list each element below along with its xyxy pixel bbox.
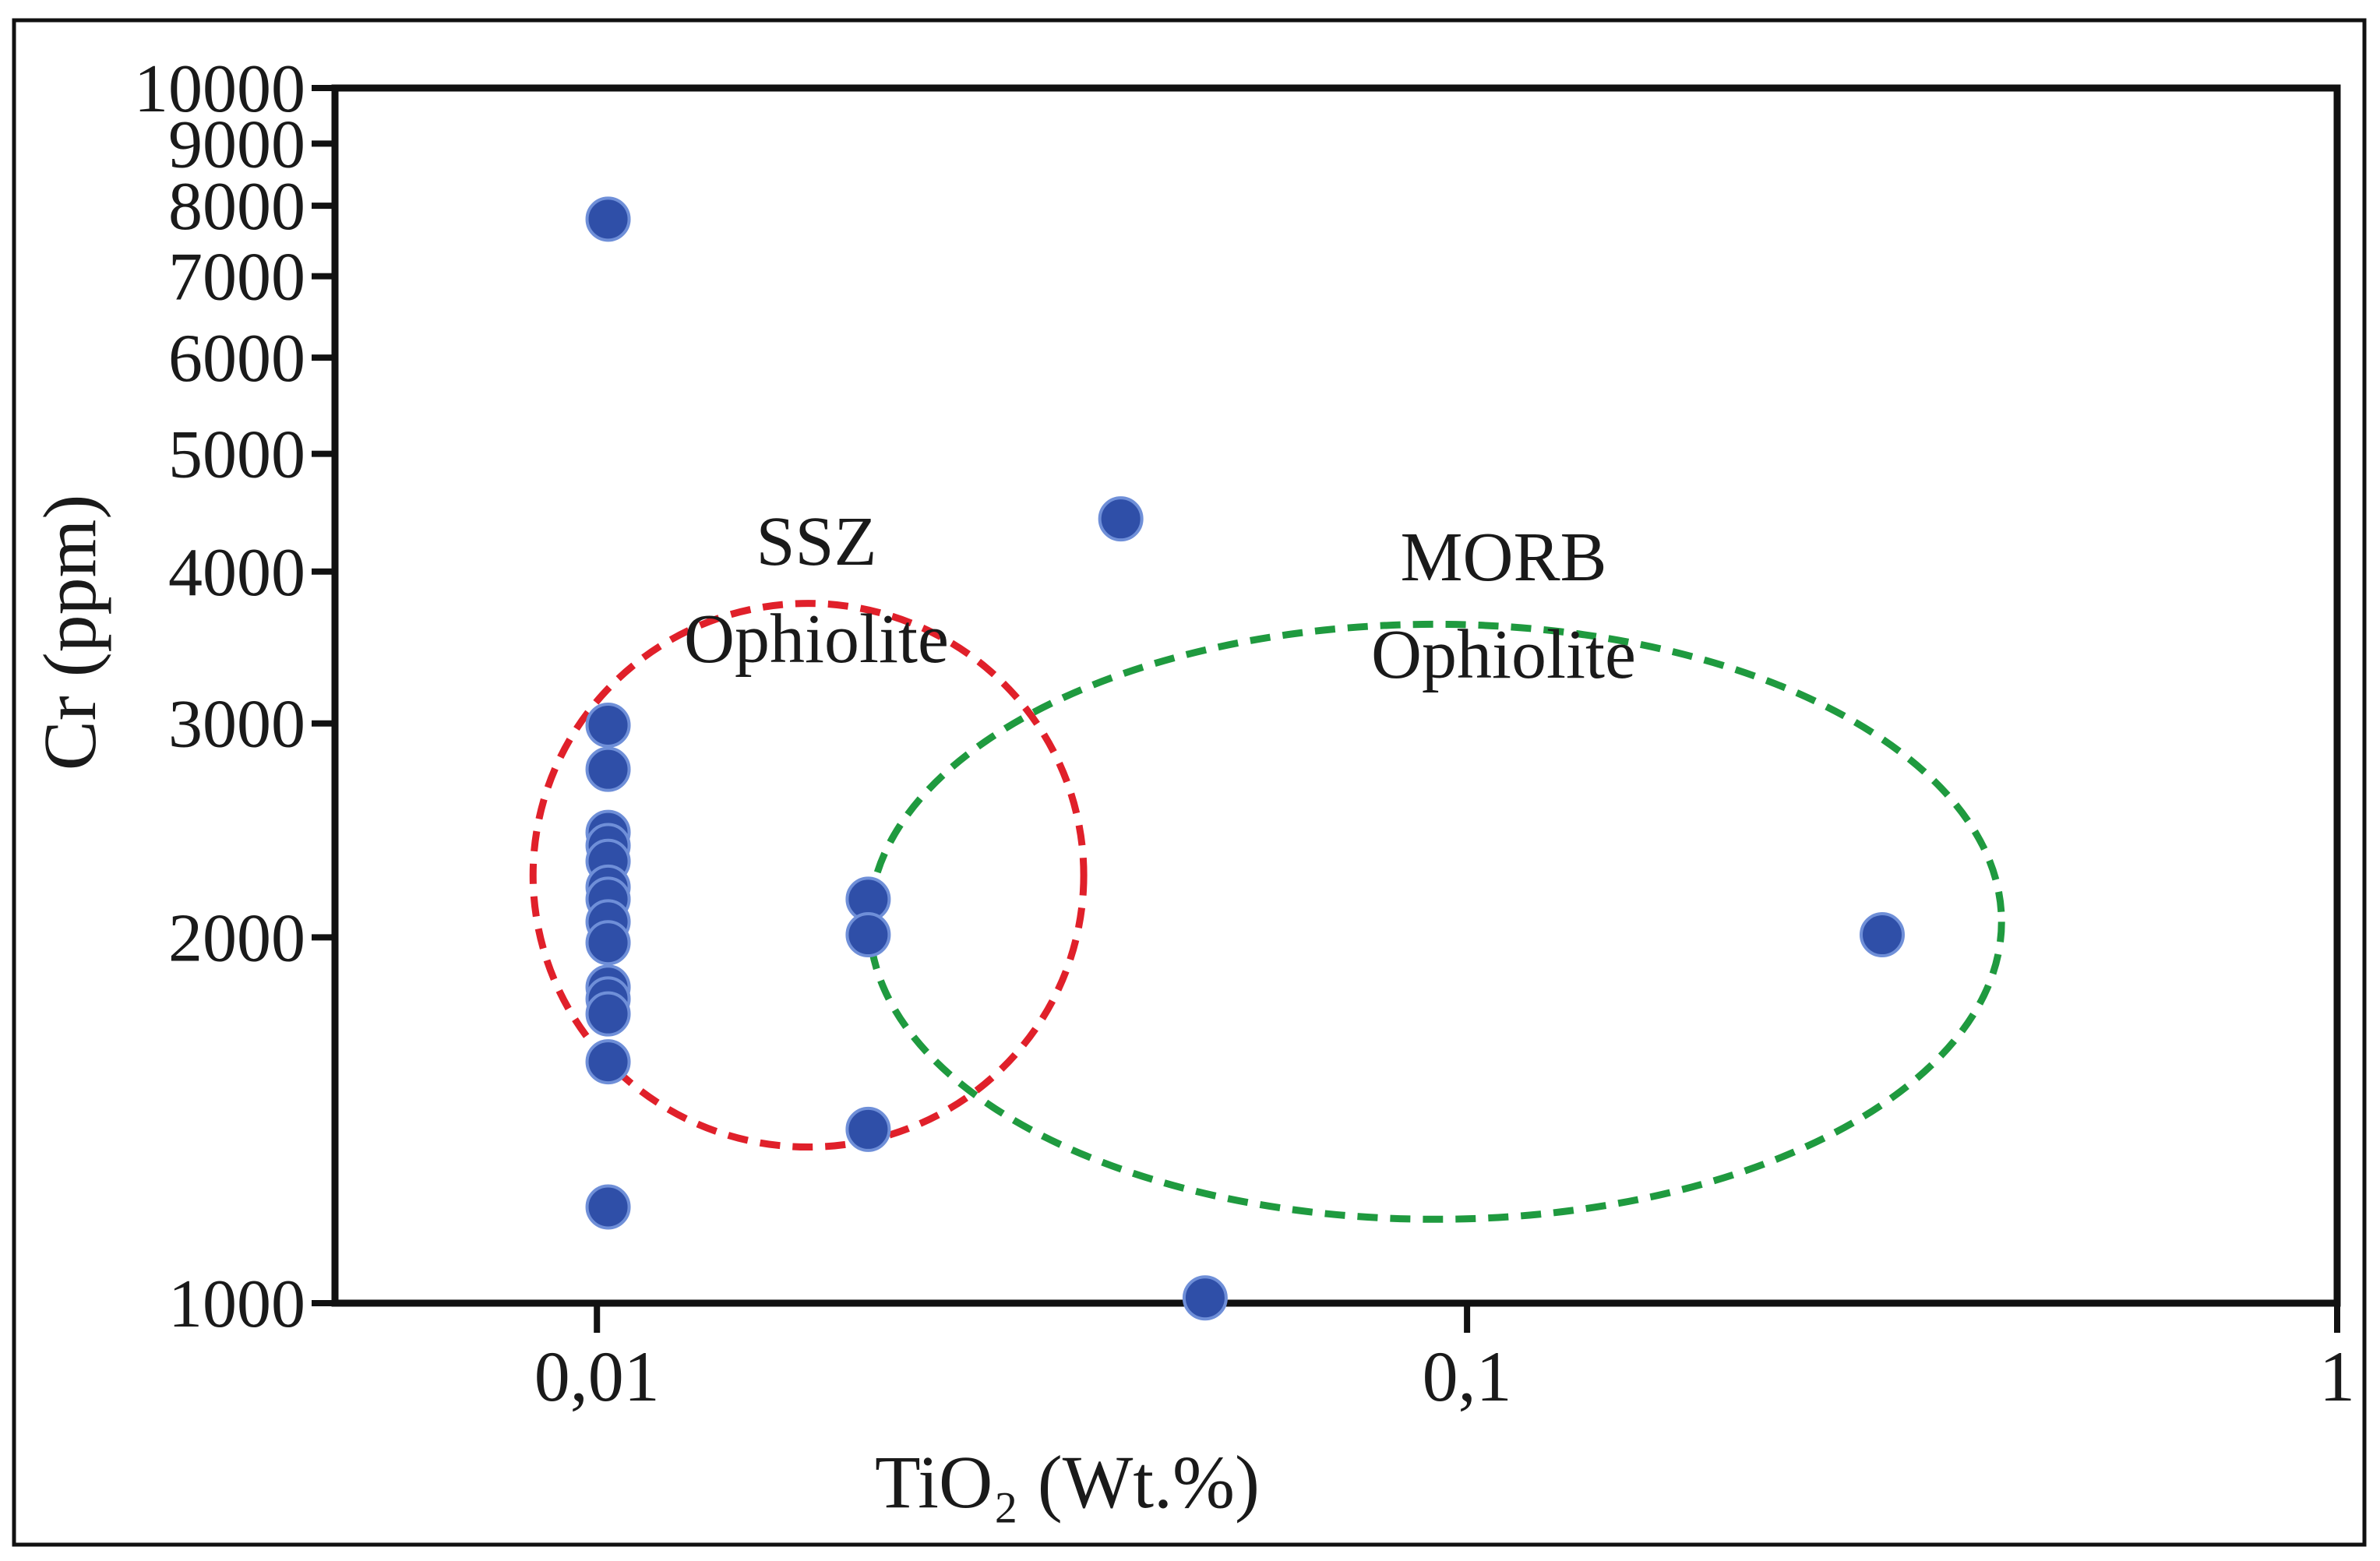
data-point-3 (585, 746, 631, 792)
region-label-ssz-ophiolite-line-1: SSZ (756, 503, 876, 580)
y-tick-label-6000: 6000 (168, 321, 305, 396)
y-tick-label-2000: 2000 (168, 900, 305, 976)
y-tick-label-7000: 7000 (168, 240, 305, 315)
data-point-13 (585, 991, 631, 1037)
data-point-20 (1182, 1275, 1228, 1321)
region-label-morb-ophiolite-line-2: Ophiolite (1371, 616, 1636, 693)
y-tick-label-5000: 5000 (168, 418, 305, 493)
data-point-18 (845, 1106, 891, 1152)
region-label-ssz-ophiolite-line-2: Ophiolite (684, 601, 949, 678)
y-tick-label-10000: 10000 (134, 51, 305, 127)
labels-layer: SSZ Ophiolite MORB Ophiolite (684, 503, 1636, 693)
plot-area (331, 84, 2341, 1307)
y-tick-label-9000: 9000 (168, 107, 305, 182)
ticks-layer: 1000 2000 3000 4000 5000 60007000800090001000… (134, 51, 2355, 1416)
x-axis-title: TiO₂ (Wt.%) (875, 1440, 1260, 1524)
data-point-19 (1098, 496, 1144, 542)
region-label-morb-ophiolite-line-1: MORB (1400, 519, 1606, 596)
x-tick-label-1: 1 (2319, 1337, 2355, 1416)
x-tick-label-0-1: 0,1 (1423, 1337, 1512, 1416)
data-point-17 (845, 912, 891, 958)
region-ssz-ophiolite-ellipse (529, 600, 1088, 1151)
data-point-10 (585, 920, 631, 966)
x-tick-label-0-01: 0,01 (534, 1337, 660, 1416)
data-point-15 (585, 1184, 631, 1230)
y-axis-title: Cr (ppm) (28, 495, 111, 771)
y-tick-label-3000: 3000 (168, 687, 305, 763)
y-tick-label-8000: 8000 (168, 169, 305, 245)
figure-frame (12, 18, 2367, 1547)
y-tick-label-1000: 1000 (168, 1267, 305, 1342)
data-point-21 (1860, 912, 1906, 958)
data-point-1 (585, 196, 631, 242)
data-point-2 (585, 702, 631, 748)
y-tick-label-4000: 4000 (168, 535, 305, 611)
data-point-14 (585, 1039, 631, 1085)
points-layer (585, 196, 1906, 1321)
